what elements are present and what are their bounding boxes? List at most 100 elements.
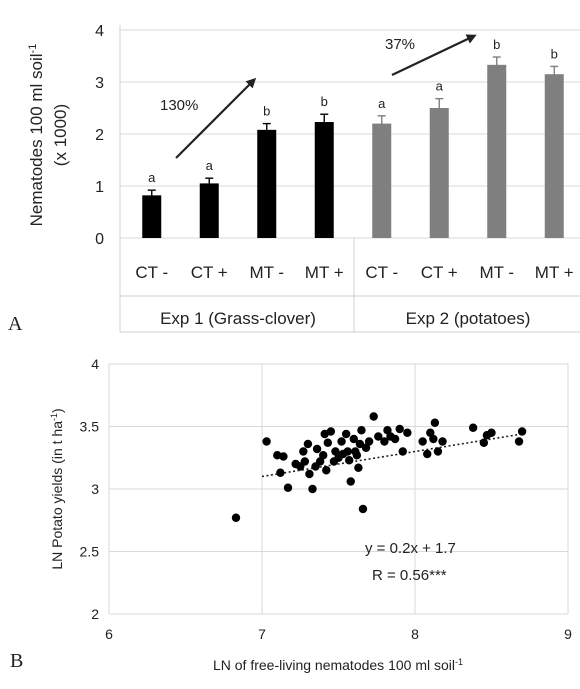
- panel-b-data-point: [479, 438, 489, 447]
- panel-b-data-point: [349, 434, 358, 444]
- panel-b-data-point: [326, 427, 336, 436]
- panel-b-data-point: [361, 443, 371, 452]
- panel-b-xtick-label: 7: [258, 626, 266, 642]
- panel-a-annotation-37: 37%: [385, 36, 415, 53]
- panel-a-category-label: CT +: [421, 263, 458, 282]
- panel-b-data-point: [231, 513, 241, 522]
- panel-b-data-point: [299, 447, 308, 456]
- panel-a-bar-chart: 0 1 2 3 4 a a b b a a b b CT - CT + MT - MT + CT - CT + M…: [8, 23, 580, 335]
- panel-a-significance-letter: b: [263, 104, 270, 119]
- panel-b-data-point: [398, 447, 407, 456]
- panel-b-data-point: [337, 437, 346, 446]
- panel-b-scatter-chart: 2 2.5 3 3.5 4 6 7 8 9 y = 0.2x + 1.7 R = 0.56**…: [10, 356, 572, 673]
- panel-b-data-point: [423, 449, 432, 459]
- panel-a-bar: [314, 122, 334, 238]
- panel-b-data-point: [279, 452, 288, 461]
- panel-b-xtick-label: 9: [564, 626, 572, 642]
- panel-b-ytick-label: 2: [91, 606, 99, 622]
- panel-b-data-point: [433, 447, 443, 456]
- panel-b-data-point: [418, 437, 427, 446]
- panel-b-data-point: [341, 429, 351, 439]
- panel-a-bar: [487, 64, 507, 238]
- panel-a-significance-letter: b: [321, 94, 328, 109]
- panel-a-significance-letter: a: [436, 79, 444, 94]
- panel-b-data-point: [395, 424, 404, 434]
- panel-a-category-label: MT +: [305, 263, 344, 282]
- panel-a-category-label: CT -: [365, 263, 398, 282]
- panel-a-arrow-37: [391, 34, 477, 76]
- panel-a-letter: A: [8, 313, 23, 335]
- panel-a-ylabel-unit: (x 1000): [51, 104, 70, 166]
- panel-b-data-point: [364, 437, 374, 446]
- panel-b-data-point: [429, 434, 438, 444]
- panel-b-ytick-label: 3: [91, 481, 99, 497]
- panel-b-ytick-label: 4: [91, 356, 99, 372]
- panel-b-data-point: [468, 423, 478, 432]
- panel-a-category-label: CT +: [191, 263, 228, 282]
- panel-b-data-point: [514, 437, 524, 446]
- panel-b-data-point: [346, 477, 355, 486]
- panel-a-significance-letter: b: [551, 46, 558, 61]
- panel-a-significance-letter: a: [206, 158, 214, 173]
- panel-b-data-point: [323, 438, 332, 447]
- panel-a-group-label: Exp 1 (Grass-clover): [160, 309, 316, 328]
- panel-b-data-point: [276, 468, 285, 477]
- panel-b-data-point: [322, 466, 331, 475]
- panel-a-annotation-130: 130%: [160, 97, 198, 114]
- panel-b-data-point: [380, 437, 389, 446]
- panel-a-bar: [257, 129, 277, 238]
- panel-b-xlabel: LN of free-living nematodes 100 ml soil-…: [213, 657, 463, 673]
- panel-a-ytick-label: 4: [95, 23, 104, 40]
- panel-a-category-label: MT -: [249, 263, 284, 282]
- panel-b-data-point: [345, 456, 354, 465]
- panel-b-ytick-label: 2.5: [80, 544, 100, 560]
- panel-a-significance-letter: b: [493, 37, 500, 52]
- panel-b-data-point: [357, 426, 366, 435]
- panel-a-bar: [429, 108, 449, 238]
- panel-b-data-point: [352, 451, 362, 460]
- panel-b-data-point: [358, 504, 368, 514]
- panel-a-ytick-label: 3: [95, 75, 104, 92]
- panel-a-significance-letter: a: [378, 96, 386, 111]
- panel-b-data-point: [300, 457, 310, 466]
- panel-b-data-point: [308, 484, 317, 494]
- panel-a-ytick-label: 0: [95, 231, 104, 248]
- panel-b-data-point: [374, 432, 383, 441]
- panel-b-xtick-label: 8: [411, 626, 419, 642]
- panel-b-data-point: [305, 469, 314, 479]
- panel-a-bar: [544, 74, 564, 238]
- panel-b-data-point: [438, 437, 447, 446]
- panel-a-category-label: MT +: [535, 263, 574, 282]
- panel-b-data-point: [355, 439, 365, 449]
- panel-b-r-value: R = 0.56***: [372, 567, 447, 584]
- panel-a-plot-area: [120, 30, 580, 240]
- panel-b-data-point: [315, 457, 325, 466]
- panel-b-data-point: [517, 427, 527, 436]
- panel-a-bar: [142, 195, 162, 238]
- panel-b-data-point: [487, 428, 496, 437]
- panel-b-letter: B: [10, 650, 23, 672]
- panel-b-data-point: [403, 428, 412, 437]
- panel-b-data-point: [343, 447, 352, 456]
- panel-b-data-point: [331, 447, 340, 456]
- panel-b-data-point: [426, 428, 435, 437]
- panel-b-equation: y = 0.2x + 1.7: [365, 540, 456, 557]
- panel-b-ylabel: LN Potato yields (in t ha-1): [49, 408, 65, 569]
- panel-b-data-point: [312, 444, 322, 454]
- panel-b-data-point: [390, 434, 400, 444]
- panel-b-trendline: [261, 433, 523, 478]
- panel-a-arrow-130: [175, 77, 257, 159]
- panel-a-bar: [372, 123, 392, 238]
- panel-b-ytick-label: 3.5: [80, 419, 100, 435]
- panel-a-category-label: CT -: [135, 263, 168, 282]
- panel-a-ytick-label: 1: [95, 179, 104, 196]
- panel-b-data-point: [383, 426, 392, 435]
- panel-b-data-point: [303, 439, 313, 449]
- panel-b-data-point: [319, 451, 328, 460]
- panel-a-group-label: Exp 2 (potatoes): [406, 309, 531, 328]
- panel-b-data-point: [369, 412, 378, 421]
- panel-a-ytick-label: 2: [95, 127, 104, 144]
- panel-b-data-point: [262, 437, 271, 446]
- panel-b-xtick-label: 6: [105, 626, 113, 642]
